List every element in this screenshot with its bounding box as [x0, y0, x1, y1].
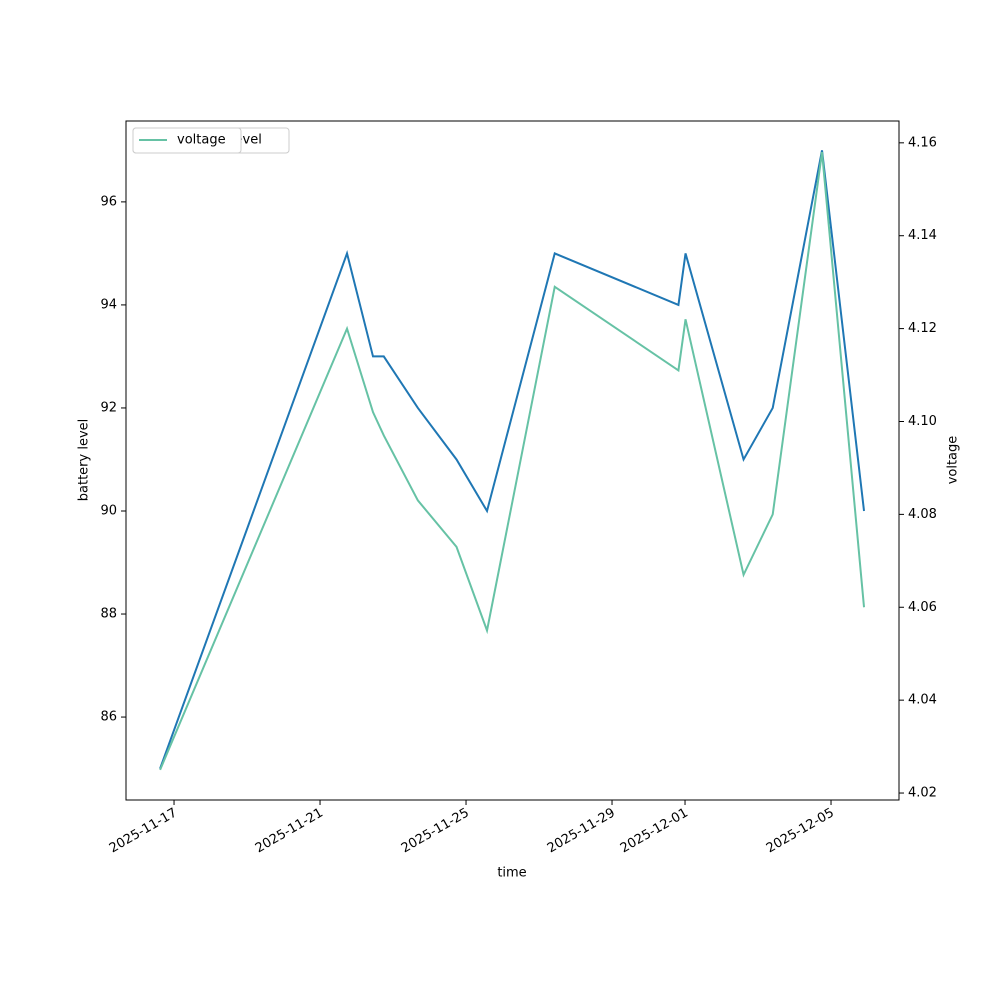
x-tick-label: 2025-11-29 — [545, 806, 618, 857]
y-tick-label: 90 — [100, 503, 117, 518]
x-tick-label: 2025-12-01 — [618, 806, 691, 857]
y-tick-label: 94 — [100, 297, 117, 312]
x-tick-label: 2025-11-21 — [253, 806, 326, 857]
y2-tick-label: 4.06 — [908, 600, 937, 615]
x-tick-label: 2025-11-25 — [399, 806, 472, 857]
y-tick-label: 92 — [100, 400, 117, 415]
y2-axis-label: voltage — [946, 436, 961, 485]
y-tick-label: 86 — [100, 710, 117, 725]
y-axis-label: battery level — [77, 419, 92, 502]
y2-tick-label: 4.02 — [908, 786, 937, 801]
y-tick-label: 88 — [100, 607, 117, 622]
legend-box — [132, 127, 242, 154]
y-tick-label: 96 — [100, 194, 117, 209]
x-axis-label: time — [497, 866, 526, 881]
x-tick-label: 2025-12-05 — [764, 806, 837, 857]
y2-tick-label: 4.12 — [908, 321, 937, 336]
y2-tick-label: 4.10 — [908, 414, 937, 429]
line-series — [159, 151, 866, 771]
y2-tick-label: 4.08 — [908, 507, 937, 522]
y2-tick-label: 4.16 — [908, 135, 937, 150]
plot-frame — [125, 120, 900, 801]
y2-tick-label: 4.04 — [908, 693, 937, 708]
legend-label: voltage — [177, 133, 226, 148]
x-tick-label: 2025-11-17 — [107, 806, 180, 857]
y2-tick-label: 4.14 — [908, 228, 937, 243]
line-series — [159, 150, 866, 769]
